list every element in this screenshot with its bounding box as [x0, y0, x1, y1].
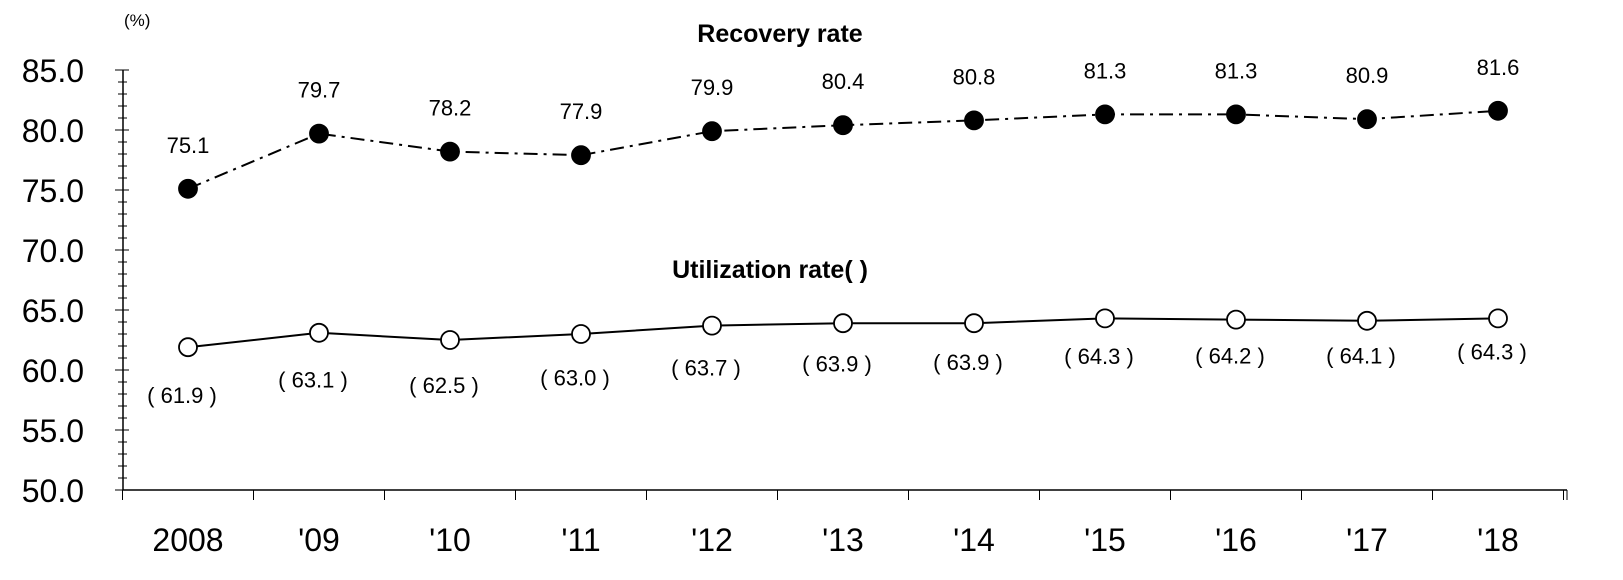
- data-point: [178, 178, 198, 199]
- data-label: ( 63.7 ): [671, 356, 741, 381]
- data-point: [1488, 308, 1508, 329]
- data-point: [1488, 100, 1508, 121]
- data-label: ( 64.2 ): [1195, 344, 1265, 369]
- x-tick-label: '16: [1215, 522, 1257, 558]
- data-label: ( 63.9 ): [933, 350, 1003, 375]
- data-label: 81.3: [1084, 58, 1127, 83]
- y-tick-label: 75.0: [22, 173, 84, 209]
- data-label: 79.9: [691, 75, 734, 100]
- x-tick-label: '13: [822, 522, 864, 558]
- data-label: ( 64.3 ): [1064, 344, 1134, 369]
- data-label: ( 63.9 ): [802, 352, 872, 377]
- data-label: ( 64.3 ): [1457, 339, 1527, 364]
- y-axis-unit-label: (%): [124, 11, 150, 30]
- y-tick-label: 55.0: [22, 413, 84, 449]
- data-label: ( 62.5 ): [409, 373, 479, 398]
- data-point: [833, 115, 853, 136]
- series-title-recovery-rate: Recovery rate: [697, 20, 862, 48]
- data-label: ( 61.9 ): [147, 383, 217, 408]
- data-point: [309, 123, 329, 144]
- x-tick-label: '15: [1084, 522, 1126, 558]
- data-point: [571, 145, 591, 166]
- data-point: [1095, 104, 1115, 125]
- x-tick-label: '10: [429, 522, 471, 558]
- data-label: 77.9: [560, 99, 603, 124]
- data-point: [1357, 310, 1377, 331]
- y-tick-label: 65.0: [22, 293, 84, 329]
- x-tick-label: '18: [1477, 522, 1519, 558]
- data-point: [309, 322, 329, 343]
- x-tick-label: '09: [298, 522, 340, 558]
- data-point: [964, 313, 984, 334]
- data-label: 75.1: [167, 133, 210, 158]
- data-label: 81.6: [1477, 55, 1520, 80]
- data-point: [440, 330, 460, 350]
- y-tick-label: 80.0: [22, 113, 84, 149]
- data-label: 80.4: [822, 69, 865, 94]
- data-point: [702, 315, 722, 336]
- data-label: 79.7: [298, 78, 341, 103]
- data-label: 80.8: [953, 64, 996, 89]
- data-point: [1226, 104, 1246, 125]
- data-label: 78.2: [429, 96, 472, 121]
- axes: 50.0 55.0 60.0 65.0 70.0 75.0 80.0 85.0 2008 '09 '…: [22, 53, 1568, 558]
- x-tick-label: '14: [953, 522, 995, 558]
- data-label: 81.3: [1215, 58, 1258, 83]
- y-tick-label: 60.0: [22, 353, 84, 389]
- data-point: [440, 141, 460, 162]
- data-point: [964, 110, 984, 131]
- data-label: ( 64.1 ): [1326, 343, 1396, 368]
- series-layer: 75.1 79.7 78.2 77.9 79.9 80.4 80.8 81.3 81.3 80.9…: [147, 55, 1527, 408]
- x-tick-label: '17: [1346, 522, 1388, 558]
- series-1: ( 61.9 ) ( 63.1 ) ( 62.5 ) ( 63.0 ) ( 63.7 )…: [147, 308, 1527, 408]
- data-label: ( 63.1 ): [278, 367, 348, 392]
- x-tick-label: '12: [691, 522, 733, 558]
- data-point: [571, 324, 591, 344]
- data-label: ( 63.0 ): [540, 366, 610, 391]
- y-tick-label: 50.0: [22, 473, 84, 509]
- y-tick-label: 70.0: [22, 233, 84, 269]
- data-point: [178, 337, 198, 358]
- x-tick-label: 2008: [152, 522, 223, 558]
- data-point: [1357, 109, 1377, 130]
- series-0: 75.1 79.7 78.2 77.9 79.9 80.4 80.8 81.3 81.3 80.9…: [167, 55, 1520, 199]
- y-tick-label: 85.0: [22, 53, 84, 89]
- series-title-utilization-rate: Utilization rate( ): [672, 256, 868, 284]
- data-label: 80.9: [1346, 63, 1389, 88]
- data-point: [1226, 309, 1246, 330]
- data-point: [833, 313, 853, 334]
- data-point: [1095, 308, 1115, 329]
- data-point: [702, 121, 722, 142]
- x-tick-label: '11: [561, 522, 600, 558]
